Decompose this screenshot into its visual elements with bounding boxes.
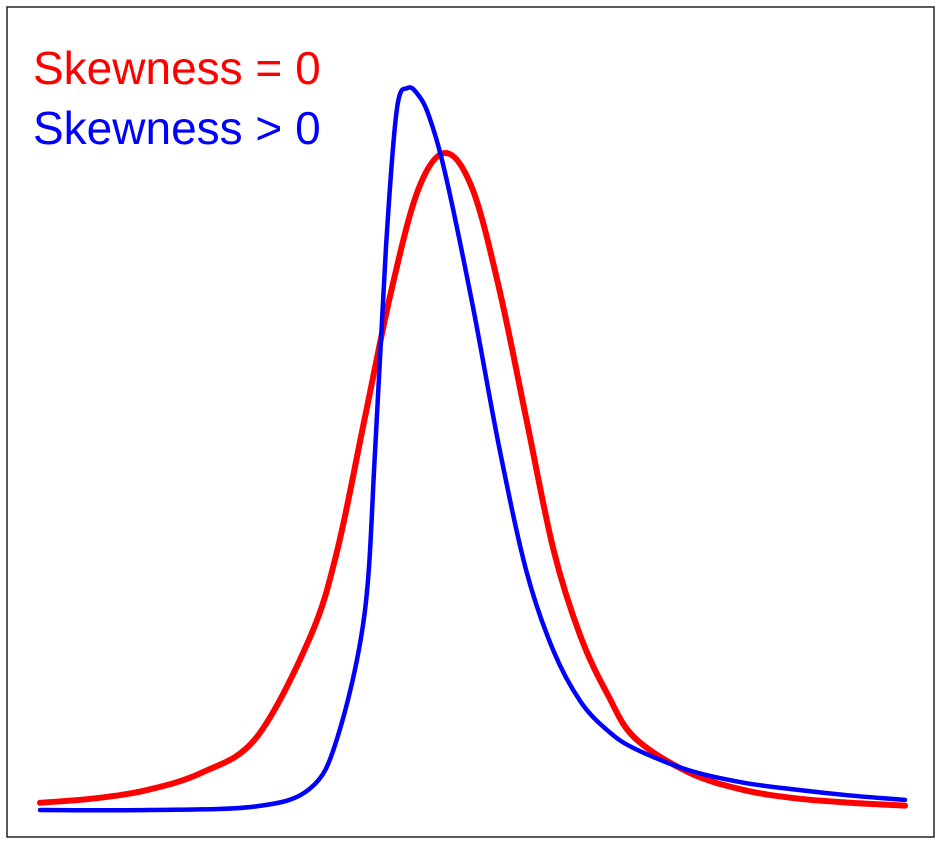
series-line-1 (37, 85, 908, 813)
plot-frame (6, 6, 935, 838)
legend: Skewness = 0 Skewness > 0 (33, 42, 321, 154)
legend-entry-0: Skewness = 0 (33, 42, 321, 94)
series-layer (37, 85, 908, 813)
legend-entry-1: Skewness > 0 (33, 102, 321, 154)
